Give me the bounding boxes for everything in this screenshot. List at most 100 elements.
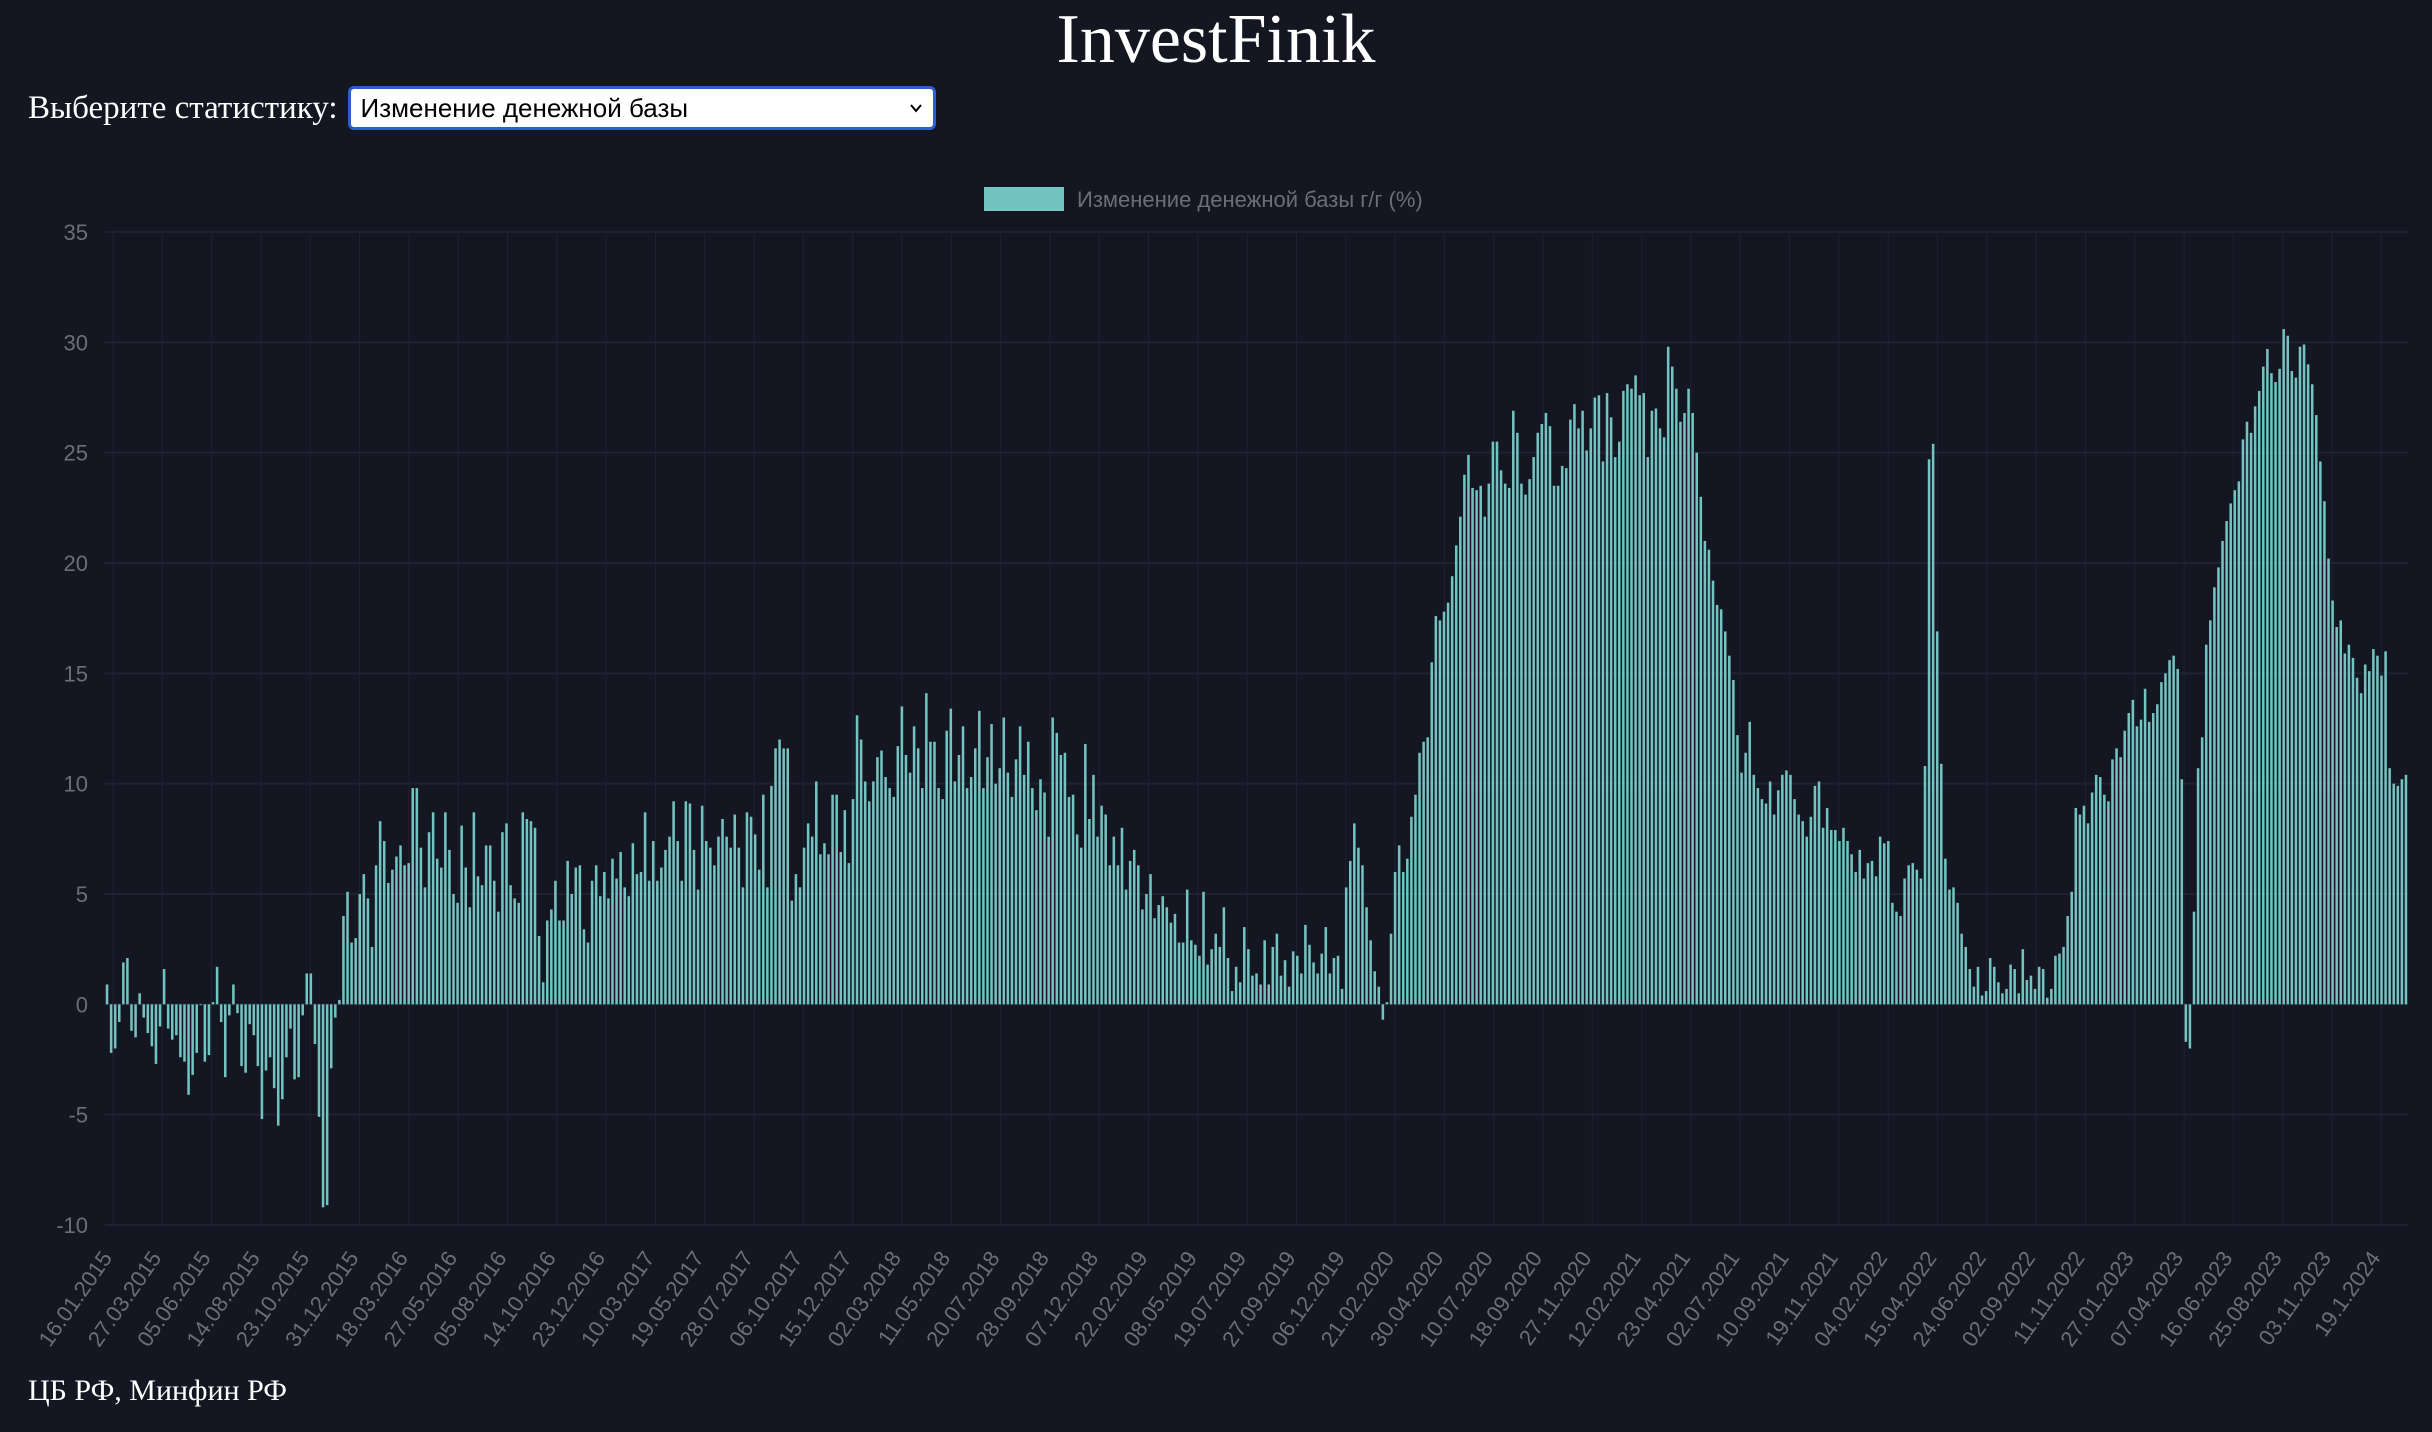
bar[interactable] bbox=[382, 841, 386, 1005]
bar[interactable] bbox=[925, 693, 928, 1005]
bar[interactable] bbox=[827, 854, 830, 1005]
bar[interactable] bbox=[2086, 823, 2090, 1005]
bar[interactable] bbox=[1185, 889, 1189, 1005]
bar[interactable] bbox=[1377, 986, 1381, 1005]
bar[interactable] bbox=[1797, 814, 1800, 1005]
bar[interactable] bbox=[2204, 644, 2208, 1005]
bar[interactable] bbox=[2094, 774, 2098, 1005]
bar[interactable] bbox=[248, 1004, 251, 1025]
bar[interactable] bbox=[1556, 485, 1560, 1005]
bar[interactable] bbox=[2359, 693, 2363, 1005]
bar[interactable] bbox=[1687, 388, 1690, 1005]
bar[interactable] bbox=[150, 1004, 154, 1047]
bar[interactable] bbox=[1540, 423, 1544, 1005]
bar[interactable] bbox=[391, 869, 394, 1005]
bar[interactable] bbox=[2200, 737, 2204, 1005]
bar[interactable] bbox=[717, 836, 720, 1005]
bar[interactable] bbox=[2176, 668, 2179, 1005]
bar[interactable] bbox=[130, 1004, 133, 1031]
bar[interactable] bbox=[2151, 713, 2155, 1005]
bar[interactable] bbox=[574, 867, 578, 1005]
bar[interactable] bbox=[916, 748, 920, 1005]
bar[interactable] bbox=[1589, 428, 1593, 1005]
bar[interactable] bbox=[1300, 973, 1303, 1005]
statistic-select[interactable]: Изменение денежной базы bbox=[347, 86, 936, 130]
bar[interactable] bbox=[1605, 393, 1609, 1005]
bar[interactable] bbox=[252, 1004, 256, 1036]
bar[interactable] bbox=[350, 942, 353, 1005]
bar[interactable] bbox=[1691, 412, 1694, 1005]
bar[interactable] bbox=[888, 788, 891, 1005]
bar[interactable] bbox=[423, 887, 427, 1005]
bar[interactable] bbox=[2327, 558, 2330, 1005]
bar[interactable] bbox=[2078, 814, 2082, 1005]
bar[interactable] bbox=[684, 801, 688, 1005]
bar[interactable] bbox=[2196, 768, 2200, 1005]
bar[interactable] bbox=[1520, 483, 1523, 1005]
bar[interactable] bbox=[1952, 887, 1955, 1005]
bar[interactable] bbox=[1079, 847, 1083, 1005]
bar[interactable] bbox=[1051, 717, 1054, 1005]
bar[interactable] bbox=[2278, 368, 2281, 1005]
bar[interactable] bbox=[815, 781, 818, 1005]
bar[interactable] bbox=[1532, 457, 1535, 1005]
bar[interactable] bbox=[1259, 984, 1262, 1005]
bar[interactable] bbox=[1181, 942, 1185, 1005]
bar[interactable] bbox=[1397, 845, 1401, 1005]
bar[interactable] bbox=[154, 1004, 158, 1064]
bar[interactable] bbox=[2017, 993, 2020, 1005]
bar[interactable] bbox=[1903, 878, 1906, 1005]
bar[interactable] bbox=[904, 754, 908, 1005]
bar[interactable] bbox=[1495, 441, 1499, 1005]
bar[interactable] bbox=[806, 823, 810, 1005]
bar[interactable] bbox=[1634, 375, 1637, 1005]
bar[interactable] bbox=[1662, 437, 1666, 1005]
bar[interactable] bbox=[1275, 933, 1279, 1005]
bar[interactable] bbox=[509, 885, 512, 1005]
bar[interactable] bbox=[1479, 485, 1482, 1005]
bar[interactable] bbox=[1401, 871, 1405, 1005]
bar[interactable] bbox=[1756, 788, 1760, 1005]
bar[interactable] bbox=[1964, 946, 1968, 1005]
bar[interactable] bbox=[1891, 902, 1894, 1005]
bar[interactable] bbox=[1585, 450, 1588, 1005]
bar[interactable] bbox=[2363, 664, 2367, 1005]
bar[interactable] bbox=[1173, 913, 1177, 1005]
bar[interactable] bbox=[2074, 807, 2078, 1005]
bar[interactable] bbox=[2046, 997, 2049, 1005]
bar[interactable] bbox=[819, 854, 822, 1005]
bar[interactable] bbox=[688, 803, 692, 1005]
bar[interactable] bbox=[704, 841, 708, 1005]
bar[interactable] bbox=[1622, 390, 1625, 1005]
bar[interactable] bbox=[1850, 854, 1853, 1005]
bar[interactable] bbox=[493, 880, 496, 1005]
bar[interactable] bbox=[713, 865, 716, 1005]
bar[interactable] bbox=[1772, 814, 1776, 1005]
bar[interactable] bbox=[2188, 1004, 2192, 1049]
bar[interactable] bbox=[1234, 966, 1238, 1005]
bar[interactable] bbox=[1968, 969, 1972, 1005]
bar[interactable] bbox=[2013, 969, 2016, 1005]
bar[interactable] bbox=[1279, 975, 1283, 1005]
bar[interactable] bbox=[162, 969, 166, 1005]
bar[interactable] bbox=[1471, 487, 1474, 1005]
bar[interactable] bbox=[778, 739, 781, 1005]
bar[interactable] bbox=[545, 920, 549, 1005]
bar[interactable] bbox=[1218, 946, 1222, 1005]
bar[interactable] bbox=[1980, 995, 1984, 1005]
bar[interactable] bbox=[957, 754, 961, 1005]
bar[interactable] bbox=[1267, 984, 1270, 1005]
bar[interactable] bbox=[1238, 982, 1242, 1005]
bar[interactable] bbox=[2127, 713, 2131, 1005]
bar[interactable] bbox=[1499, 470, 1503, 1005]
bar[interactable] bbox=[1475, 490, 1478, 1005]
bar[interactable] bbox=[293, 1004, 296, 1080]
bar[interactable] bbox=[1153, 918, 1156, 1005]
bar[interactable] bbox=[823, 843, 826, 1005]
bar[interactable] bbox=[1728, 655, 1731, 1005]
bar[interactable] bbox=[301, 1004, 304, 1016]
bar[interactable] bbox=[2331, 600, 2334, 1005]
bar[interactable] bbox=[745, 812, 749, 1005]
bar[interactable] bbox=[2135, 726, 2139, 1005]
bar[interactable] bbox=[1304, 924, 1307, 1005]
